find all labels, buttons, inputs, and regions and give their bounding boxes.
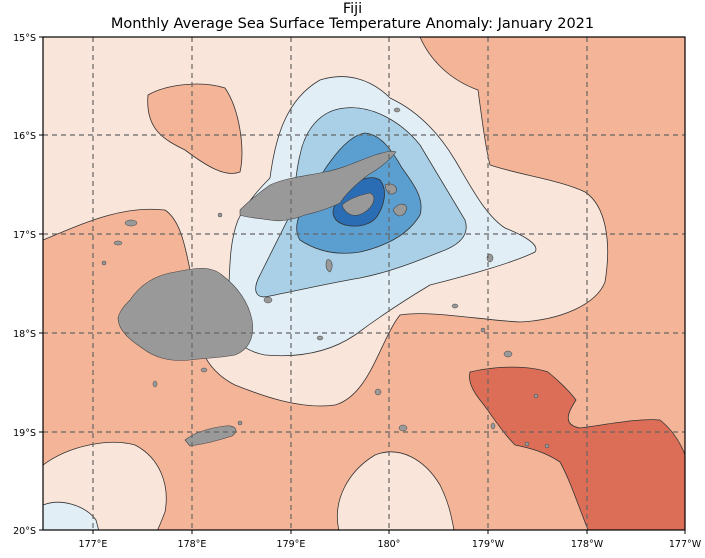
land-islet: [124, 219, 138, 227]
land-islet: [393, 107, 401, 113]
land-islet: [544, 443, 550, 449]
x-tick-label: 177°E: [79, 539, 108, 550]
land-islet: [113, 240, 123, 246]
land-islet: [503, 350, 513, 358]
land-islet: [374, 388, 382, 396]
map-plot-area: [43, 37, 685, 530]
land-islet: [480, 327, 486, 333]
land-islet: [490, 422, 496, 430]
y-tick-label: 19°S: [13, 428, 36, 439]
land-kadavu: [184, 425, 237, 447]
axis-ticks: [39, 36, 686, 534]
land-islet: [263, 296, 273, 304]
land-koro: [341, 192, 375, 216]
land-islet: [533, 393, 539, 399]
land-island-east: [392, 203, 408, 217]
y-tick-label: 18°S: [13, 329, 36, 340]
land-islet: [316, 335, 324, 341]
map-frame: [42, 36, 686, 531]
anomaly-contour-blob-west: [147, 83, 243, 174]
gridlines: [43, 37, 685, 530]
land-islet: [101, 260, 107, 266]
map-subtitle: Monthly Average Sea Surface Temperature …: [110, 16, 595, 32]
x-tick-label: 179°E: [277, 539, 306, 550]
y-tick-label: 15°S: [13, 33, 36, 44]
land-islet: [217, 212, 223, 218]
anomaly-contour-near-zero-south: [336, 451, 455, 530]
land-viti-levu: [117, 267, 253, 361]
land-vanua-levu: [239, 150, 397, 222]
x-tick-label: 179°W: [472, 539, 505, 550]
anomaly-contour-positive: [469, 366, 685, 530]
x-tick-label: 178°W: [571, 539, 604, 550]
y-tick-label: 20°S: [13, 526, 36, 537]
land-taveuni: [384, 183, 397, 195]
y-tick-label: 16°S: [13, 131, 36, 142]
land-islet: [152, 380, 158, 388]
land-island-ovalau: [325, 259, 333, 273]
anomaly-contour-very-weak-negative-corner: [43, 501, 100, 530]
land-islet: [524, 441, 530, 447]
y-tick-label: 17°S: [13, 230, 36, 241]
land-islet: [451, 303, 459, 309]
x-tick-label: 177°W: [669, 539, 702, 550]
land-islet: [398, 424, 408, 432]
x-tick-label: 178°E: [178, 539, 207, 550]
land-islet: [200, 367, 208, 373]
x-tick-label: 180°: [378, 539, 401, 550]
map-title: Fiji: [342, 1, 363, 17]
land-islet: [237, 420, 243, 426]
